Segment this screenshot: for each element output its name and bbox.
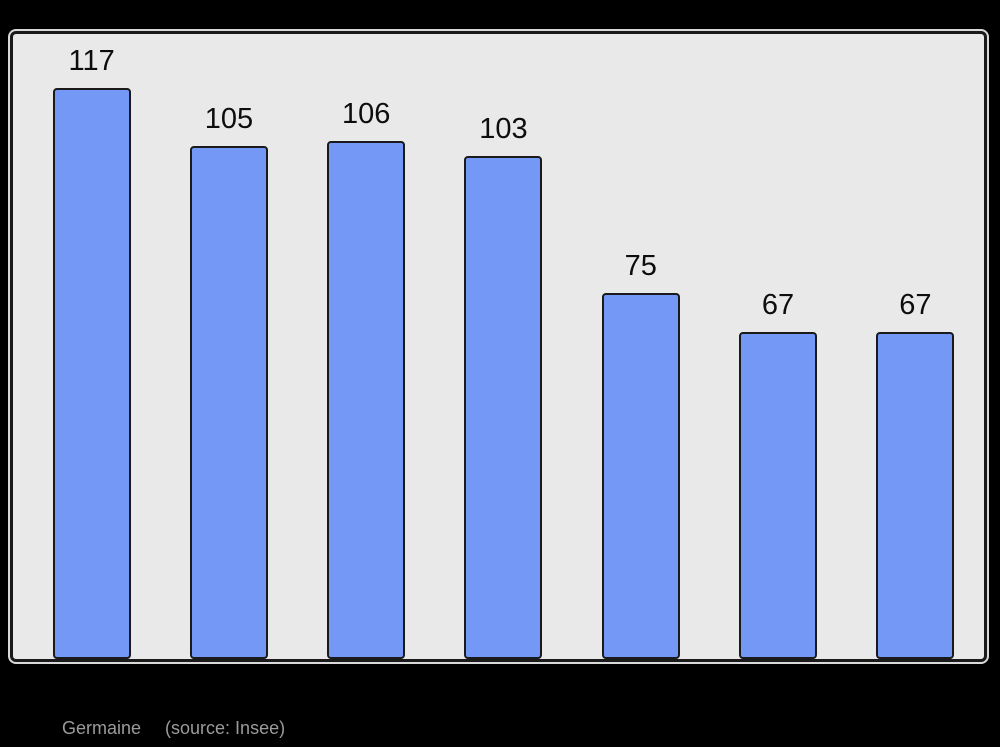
bar <box>601 293 680 659</box>
bars-container: 117 105 106 103 75 67 67 <box>13 34 984 659</box>
bar <box>189 146 268 659</box>
bar-group: 67 <box>709 34 846 659</box>
bar <box>52 88 131 659</box>
bar-value-label: 67 <box>761 289 795 321</box>
caption-commune-name: Germaine <box>62 718 142 738</box>
bar-value-label: 117 <box>68 45 115 77</box>
chart-caption: Germaine (source: Insee) <box>62 718 286 739</box>
bar <box>739 332 818 659</box>
bar <box>464 156 543 659</box>
bar-value-label: 105 <box>204 103 254 135</box>
bar-group: 105 <box>160 34 297 659</box>
bar-group: 106 <box>298 34 435 659</box>
bar <box>876 332 955 659</box>
bar-value-label: 67 <box>899 289 932 321</box>
bar-group: 103 <box>435 34 572 659</box>
caption-source: (source: Insee) <box>165 718 286 738</box>
bar-group: 75 <box>572 34 709 659</box>
plot-area: 117 105 106 103 75 67 67 <box>10 31 987 662</box>
bar-group: 117 <box>23 34 160 659</box>
bar <box>327 141 406 659</box>
bar-value-label: 103 <box>479 113 528 145</box>
bar-group: 67 <box>847 34 984 659</box>
bar-value-label: 75 <box>624 250 657 282</box>
bar-value-label: 106 <box>342 98 391 130</box>
